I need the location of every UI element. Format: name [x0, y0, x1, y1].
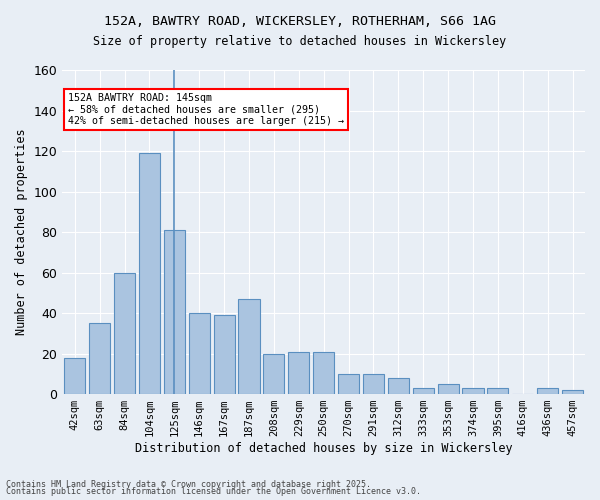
Bar [437, 384, 458, 394]
Bar [214, 315, 235, 394]
Bar [338, 374, 359, 394]
Text: 152A, BAWTRY ROAD, WICKERSLEY, ROTHERHAM, S66 1AG: 152A, BAWTRY ROAD, WICKERSLEY, ROTHERHAM… [104, 15, 496, 28]
Bar [413, 388, 434, 394]
Bar [238, 299, 260, 394]
Bar [487, 388, 508, 394]
Text: Size of property relative to detached houses in Wickersley: Size of property relative to detached ho… [94, 35, 506, 48]
Bar [89, 323, 110, 394]
Bar [363, 374, 384, 394]
Text: 152A BAWTRY ROAD: 145sqm
← 58% of detached houses are smaller (295)
42% of semi-: 152A BAWTRY ROAD: 145sqm ← 58% of detach… [68, 92, 344, 126]
Bar [463, 388, 484, 394]
Text: Contains HM Land Registry data © Crown copyright and database right 2025.: Contains HM Land Registry data © Crown c… [6, 480, 371, 489]
Bar [114, 272, 135, 394]
Bar [288, 352, 310, 394]
Bar [263, 354, 284, 394]
Y-axis label: Number of detached properties: Number of detached properties [15, 128, 28, 336]
Bar [139, 153, 160, 394]
X-axis label: Distribution of detached houses by size in Wickersley: Distribution of detached houses by size … [135, 442, 512, 455]
Bar [313, 352, 334, 394]
Bar [537, 388, 558, 394]
Bar [164, 230, 185, 394]
Text: Contains public sector information licensed under the Open Government Licence v3: Contains public sector information licen… [6, 487, 421, 496]
Bar [562, 390, 583, 394]
Bar [188, 313, 210, 394]
Bar [388, 378, 409, 394]
Bar [64, 358, 85, 394]
